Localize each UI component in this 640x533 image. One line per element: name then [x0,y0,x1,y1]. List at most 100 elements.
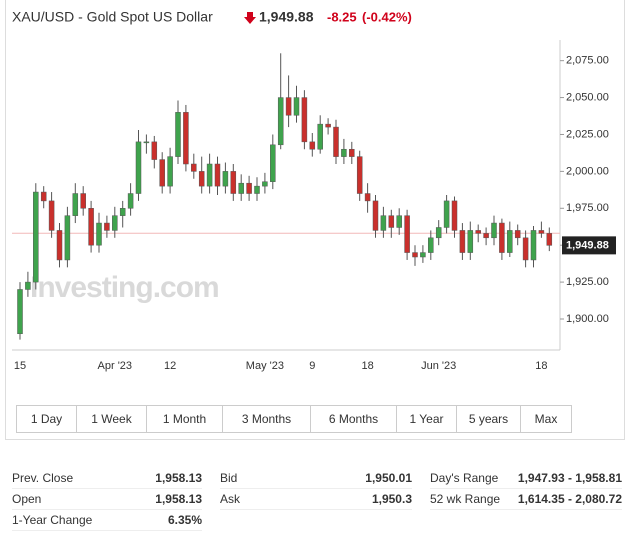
candle-body [404,215,410,253]
stats-col: Day's Range 1,947.93 - 1,958.81 52 wk Rang… [430,468,622,510]
candle-body [104,222,110,231]
stat-row: Ask 1,950.3 [220,489,412,510]
candle-body [270,144,276,182]
x-tick-label: 18 [535,360,547,372]
stat-row: 1-Year Change 6.35% [12,510,202,531]
candle-body [364,193,371,202]
change: -8.25 [327,9,357,24]
candle-body [451,200,458,231]
price: 1,949.88 [259,9,314,25]
candle-body [56,230,63,261]
stat-value: 6.35% [167,513,202,527]
stat-value: 1,947.93 - 1,958.81 [517,471,622,485]
candle-body [262,181,268,187]
y-tick-label: 2,000.00 [566,165,609,177]
candle-body [507,230,513,253]
candle-body [112,215,118,231]
candle-body [135,141,142,194]
candle-body [420,252,426,258]
chart-frame [5,0,625,440]
y-tick-label: 2,050.00 [566,91,609,103]
candle-body [293,97,300,116]
candle-body [64,215,71,261]
range-button[interactable]: 3 Months [223,406,311,432]
candle-body [380,215,387,231]
range-button[interactable]: 1 Week [77,406,147,432]
range-button[interactable]: 1 Day [17,406,77,432]
y-tick-label: 1,975.00 [566,202,609,214]
candle-body [246,182,252,194]
y-tick-label: 1,900.00 [566,313,609,325]
candle-body [48,200,55,231]
candle-body [388,215,395,228]
stat-value: 1,614.35 - 2,080.72 [517,492,622,506]
stats-col: Bid 1,950.01 Ask 1,950.3 [220,468,412,510]
stat-row: Open 1,958.13 [12,489,202,510]
x-tick-label: Jun '23 [421,360,456,372]
candle-body [119,208,126,216]
change-percent: (-0.42%) [362,9,412,24]
candle-body [435,227,442,239]
candle-body [191,163,197,172]
stat-row: Day's Range 1,947.93 - 1,958.81 [430,468,622,489]
range-button[interactable]: 6 Months [311,406,397,432]
candle-body [230,171,237,194]
candle-body [522,237,529,261]
candle-body [238,182,244,194]
candle-body [483,233,489,239]
candle-body [325,123,331,128]
x-tick-label: 15 [14,360,26,372]
candle-body [333,126,339,157]
candle-body [17,289,23,335]
y-tick-label: 1,925.00 [566,276,609,288]
range-button[interactable]: 1 Year [397,406,457,432]
stat-value: 1,958.13 [155,492,202,506]
range-button[interactable]: Max [521,406,571,432]
candle-body [72,193,79,216]
candle-body [317,123,323,150]
down-arrow [244,12,256,24]
candle-body [341,148,347,157]
stat-value: 1,958.13 [155,471,202,485]
candle-body [33,191,39,283]
candle-body [514,230,521,239]
stats-col: Prev. Close 1,958.13 Open 1,958.13 1-Year Ch… [12,468,202,531]
range-button[interactable]: 5 years [457,406,521,432]
candle-body [546,233,553,246]
candle-body [254,185,260,194]
candle-body [88,208,94,246]
y-tick-label: 2,025.00 [566,128,609,140]
candle-body [206,163,213,187]
candle-body [301,97,308,143]
range-button[interactable]: 1 Month [147,406,223,432]
candle-body [96,222,102,246]
stat-value: 1,950.3 [371,492,412,506]
stat-row: Prev. Close 1,958.13 [12,468,202,489]
chart: XAU/USD - Gold Spot US Dollar 1,949.88 -… [12,9,616,372]
price-tag [562,236,616,255]
candle-body [285,97,292,116]
stat-label: Open [12,492,42,506]
candle-body [198,171,205,187]
x-tick-label: Apr '23 [98,360,133,372]
candle-body [356,156,363,194]
x-tick-label: 9 [309,360,315,372]
candle-body [175,112,181,157]
candle-body [499,222,505,253]
candle-body [475,230,481,234]
candle-body [127,193,134,209]
candle-body [412,252,418,258]
range-buttons: 1 Day 1 Week 1 Month 3 Months 6 Months 1 Year… [16,405,572,433]
x-tick-label: 18 [361,360,373,372]
stat-label: Ask [220,492,241,506]
price-tag-label: 1,949.88 [566,239,609,251]
candle-body [396,215,402,228]
watermark: Investing.com [30,271,219,304]
candle-body [459,230,466,253]
candle-body [443,200,450,228]
stat-row: Bid 1,950.01 [220,468,412,489]
candle-body [183,112,189,165]
stat-label: Bid [220,471,238,485]
y-tick-label: 2,075.00 [566,55,609,67]
